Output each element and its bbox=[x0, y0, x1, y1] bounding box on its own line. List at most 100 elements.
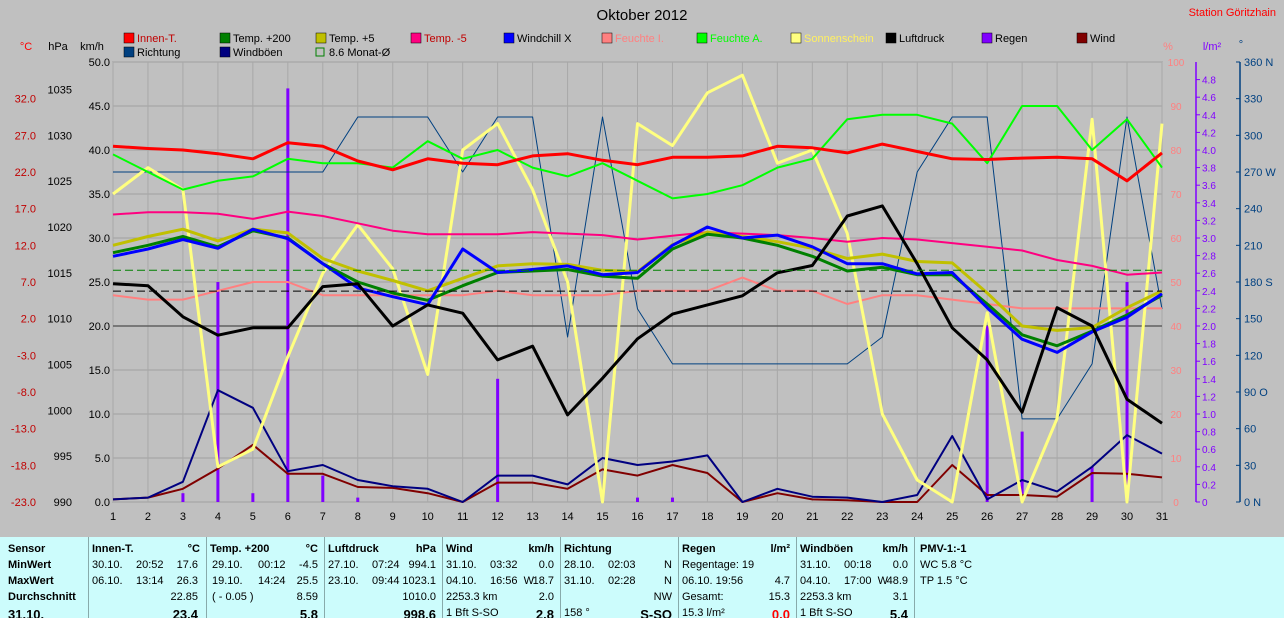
wind-tick-label: 0.0 bbox=[95, 497, 110, 509]
x-tick-label: 6 bbox=[285, 511, 291, 523]
x-tick-label: 2 bbox=[145, 511, 151, 523]
x-tick-label: 18 bbox=[701, 511, 713, 523]
row-label-current: 31.10. bbox=[8, 607, 45, 618]
rain-tick-label: 0 bbox=[1202, 498, 1208, 509]
stats-value: 27.10. bbox=[328, 559, 359, 571]
wind-tick-label: 15.0 bbox=[89, 365, 110, 377]
humidity-tick-label: 90 bbox=[1170, 102, 1182, 113]
legend-swatch bbox=[503, 32, 515, 44]
stats-value: S-SO bbox=[640, 607, 672, 618]
stats-value: 2.8 bbox=[535, 607, 554, 618]
stats-value: 04.10. bbox=[446, 575, 477, 587]
stats-value: 4.7 bbox=[774, 575, 790, 587]
temp-tick-label: -13.0 bbox=[11, 424, 36, 436]
stats-value: 1 Bft S-SO bbox=[446, 607, 499, 618]
stats-value: 0.0 bbox=[892, 559, 908, 571]
rain-bar bbox=[636, 497, 639, 502]
pmv-dewpoint: TP 1.5 °C bbox=[920, 575, 968, 587]
row-label-max: MaxWert bbox=[8, 575, 54, 587]
pressure-tick-label: 1005 bbox=[48, 360, 72, 372]
wind-tick-label: 20.0 bbox=[89, 321, 110, 333]
x-tick-label: 27 bbox=[1016, 511, 1028, 523]
direction-tick-label: 30 bbox=[1244, 460, 1256, 472]
stats-value: 07:24 bbox=[372, 559, 400, 571]
series-line bbox=[113, 116, 1163, 420]
humidity-tick-label: 40 bbox=[1170, 322, 1182, 333]
stats-title: Richtung bbox=[564, 543, 612, 555]
stats-value: 29.10. bbox=[212, 559, 243, 571]
x-tick-label: 4 bbox=[215, 511, 221, 523]
rain-tick-label: 2.6 bbox=[1202, 269, 1216, 280]
legend-swatch bbox=[219, 32, 231, 44]
rain-bar bbox=[356, 497, 360, 502]
humidity-tick-label: 60 bbox=[1170, 234, 1182, 245]
rain-bar bbox=[286, 88, 290, 503]
stats-column-wind: Wind km/h 31.10. 03:32 0.0 04.10. 16:56 W 18.7 22… bbox=[442, 537, 561, 618]
humidity-tick-label: 10 bbox=[1170, 454, 1182, 465]
temp-tick-label: 22.0 bbox=[15, 167, 36, 179]
rain-bar bbox=[1125, 282, 1129, 502]
stats-title: Wind bbox=[446, 543, 473, 555]
pressure-tick-label: 1015 bbox=[48, 268, 72, 280]
rain-tick-label: 3.6 bbox=[1202, 181, 1216, 192]
stats-unit: °C bbox=[305, 543, 318, 555]
x-tick-label: 8 bbox=[355, 511, 361, 523]
stats-value: NW bbox=[653, 591, 672, 603]
x-tick-label: 12 bbox=[492, 511, 504, 523]
legend-label: Regen bbox=[995, 33, 1027, 45]
row-label-avg: Durchschnitt bbox=[8, 591, 76, 603]
legend-label: Innen-T. bbox=[137, 33, 177, 45]
direction-tick-label: 180 S bbox=[1244, 277, 1273, 289]
x-tick-label: 22 bbox=[841, 511, 853, 523]
x-tick-label: 30 bbox=[1121, 511, 1133, 523]
stats-column-innen: Innen-T. °C 30.10. 20:52 17.6 06.10. 13:14 26.3… bbox=[88, 537, 207, 618]
stats-value: Gesamt: bbox=[682, 591, 724, 603]
legend-label: Sonnenschein bbox=[804, 33, 874, 45]
stats-value: 30.10. bbox=[92, 559, 123, 571]
legend-swatch bbox=[315, 32, 327, 44]
stats-column-richtung: Richtung 28.10. 02:03 N 31.10. 02:28 N NW 158 ° S… bbox=[560, 537, 679, 618]
x-tick-label: 7 bbox=[320, 511, 326, 523]
pressure-tick-label: 1000 bbox=[48, 405, 72, 417]
pressure-tick-label: 1030 bbox=[48, 130, 72, 142]
x-tick-label: 28 bbox=[1051, 511, 1063, 523]
stats-value: 48.9 bbox=[886, 575, 908, 587]
stats-value: 18.7 bbox=[532, 575, 554, 587]
axis-headers: °C hPa km/h% l/m² ° bbox=[20, 39, 1243, 53]
x-tick-label: 5 bbox=[250, 511, 256, 523]
legend-swatch bbox=[1076, 32, 1088, 44]
legend-swatch bbox=[219, 46, 231, 58]
direction-tick-label: 120 bbox=[1244, 350, 1262, 362]
x-tick-label: 11 bbox=[457, 511, 468, 523]
wind-tick-label: 35.0 bbox=[89, 189, 110, 201]
pressure-tick-label: 1025 bbox=[48, 176, 72, 188]
rain-tick-label: 4.6 bbox=[1202, 93, 1216, 104]
series-line bbox=[112, 389, 1163, 503]
axis-header-humidity: % bbox=[1163, 41, 1173, 53]
legend-label: Temp. +200 bbox=[233, 33, 291, 45]
stats-value: 00:12 bbox=[258, 559, 286, 571]
rain-bar bbox=[1020, 431, 1024, 502]
humidity-tick-label: 50 bbox=[1170, 278, 1182, 289]
x-tick-label: 19 bbox=[736, 511, 748, 523]
x-tick-label: 25 bbox=[946, 511, 958, 523]
rain-bar bbox=[670, 497, 674, 502]
temp-tick-label: 7.0 bbox=[21, 277, 36, 289]
legend-swatch bbox=[885, 32, 897, 44]
stats-value: 994.1 bbox=[408, 559, 436, 571]
stats-value: 02:03 bbox=[608, 559, 636, 571]
stats-value: 2.0 bbox=[538, 591, 554, 603]
pressure-tick-label: 1010 bbox=[48, 314, 72, 326]
axis-header-rain: l/m² bbox=[1203, 41, 1222, 53]
stats-unit: l/m² bbox=[770, 543, 790, 555]
chart-legend: Innen-T. Temp. +200 Temp. +5 Temp. -5 Windch… bbox=[123, 32, 1115, 59]
stats-value: 28.10. bbox=[564, 559, 595, 571]
stats-value: 17:00 bbox=[844, 575, 872, 587]
stats-value: 15.3 bbox=[768, 591, 790, 603]
x-axis: 1 2 3 4 5 6 7 8 9 10 11 12 13 14 15 16 17 18 19 20 21 22 23 24 2… bbox=[110, 511, 1168, 523]
legend-swatch bbox=[790, 32, 802, 44]
direction-tick-label: 0 N bbox=[1244, 497, 1261, 509]
direction-tick-label: 60 bbox=[1244, 424, 1256, 436]
stats-value: 16:56 bbox=[490, 575, 518, 587]
stats-value: 00:18 bbox=[844, 559, 872, 571]
